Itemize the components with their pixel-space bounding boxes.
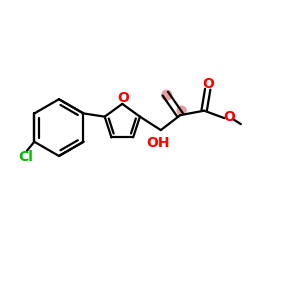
Text: O: O [224, 110, 236, 124]
Text: Cl: Cl [18, 150, 33, 164]
Text: O: O [202, 77, 214, 91]
Ellipse shape [176, 106, 187, 116]
Text: O: O [117, 92, 129, 106]
Ellipse shape [161, 89, 172, 101]
Text: OH: OH [147, 136, 170, 150]
